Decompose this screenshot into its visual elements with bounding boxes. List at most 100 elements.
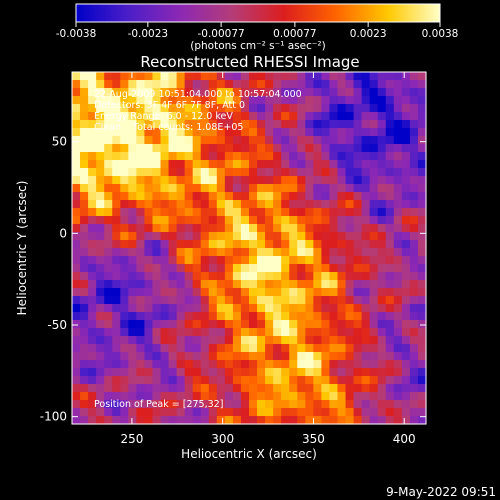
heatmap-cell <box>112 280 121 289</box>
heatmap-cell <box>136 72 146 81</box>
colorbar-tick-label: -0.0023 <box>128 28 169 40</box>
heatmap-cell <box>265 232 274 241</box>
heatmap-cell <box>208 160 218 169</box>
heatmap-cell <box>337 296 347 305</box>
heatmap-cell <box>88 312 97 321</box>
heatmap-cell <box>321 232 331 241</box>
heatmap-cell <box>313 272 323 281</box>
heatmap-cell <box>104 344 113 353</box>
heatmap-cell <box>305 400 314 409</box>
heatmap-cell <box>409 248 419 257</box>
heatmap-cell <box>88 400 97 409</box>
heatmap-cell <box>305 192 314 201</box>
heatmap-cell <box>265 88 274 97</box>
heatmap-cell <box>385 160 395 169</box>
heatmap-cell <box>240 112 250 121</box>
heatmap-cell <box>273 88 282 97</box>
heatmap-cell <box>369 144 379 153</box>
heatmap-cell <box>321 384 331 393</box>
heatmap-cell <box>321 392 331 401</box>
heatmap-cell <box>160 232 170 241</box>
heatmap-cell <box>144 160 154 169</box>
heatmap-cell <box>265 304 274 313</box>
heatmap-cell <box>377 104 387 113</box>
heatmap-cell <box>216 128 226 137</box>
heatmap-cell <box>200 272 210 281</box>
heatmap-cell <box>361 160 371 169</box>
heatmap-cell <box>144 176 154 185</box>
heatmap-cell <box>345 240 355 249</box>
heatmap-cell <box>345 192 355 201</box>
heatmap-cell <box>120 184 129 193</box>
heatmap-cell <box>72 120 81 129</box>
heatmap-cell <box>112 224 121 233</box>
heatmap-cell <box>409 72 419 81</box>
heatmap-cell <box>257 80 266 89</box>
heatmap-cell <box>208 336 218 345</box>
heatmap-cell <box>369 208 379 217</box>
heatmap-cell <box>104 136 113 145</box>
heatmap-cell <box>200 248 210 257</box>
heatmap-cell <box>257 272 266 281</box>
heatmap-cell <box>257 408 266 417</box>
heatmap-cell <box>208 368 218 377</box>
heatmap-cell <box>240 304 250 313</box>
heatmap-cell <box>216 200 226 209</box>
heatmap-cell <box>393 264 403 273</box>
heatmap-cell <box>361 176 371 185</box>
heatmap-cell <box>152 176 162 185</box>
heatmap-cell <box>385 184 395 193</box>
heatmap-cell <box>96 112 105 121</box>
heatmap-cell <box>353 264 363 273</box>
heatmap-cell <box>176 184 186 193</box>
heatmap-cell <box>136 384 146 393</box>
heatmap-cell <box>305 128 314 137</box>
heatmap-cell <box>72 112 81 121</box>
heatmap-cell <box>361 336 371 345</box>
heatmap-cell <box>208 400 218 409</box>
heatmap-cell <box>128 312 137 321</box>
heatmap-cell <box>200 184 210 193</box>
heatmap-cell <box>345 208 355 217</box>
heatmap-cell <box>329 408 339 417</box>
heatmap-cell <box>224 336 234 345</box>
heatmap-cell <box>240 384 250 393</box>
heatmap-cell <box>273 336 282 345</box>
heatmap-cell <box>184 184 194 193</box>
heatmap-cell <box>409 240 419 249</box>
heatmap-cell <box>96 72 105 81</box>
heatmap-cell <box>160 72 170 81</box>
heatmap-cell <box>257 336 266 345</box>
heatmap-cell <box>393 144 403 153</box>
heatmap-cell <box>249 200 258 209</box>
heatmap-cell <box>401 120 411 129</box>
heatmap-cell <box>168 184 178 193</box>
heatmap-cell <box>80 88 89 97</box>
heatmap-cell <box>297 264 306 273</box>
heatmap-cell <box>160 168 170 177</box>
heatmap-cell <box>216 328 226 337</box>
heatmap-cell <box>305 392 314 401</box>
heatmap-cell <box>329 296 339 305</box>
heatmap-cell <box>249 240 258 249</box>
heatmap-cell <box>120 208 129 217</box>
heatmap-cell <box>417 280 427 289</box>
heatmap-cell <box>104 256 113 265</box>
heatmap-cell <box>72 264 81 273</box>
heatmap-cell <box>192 304 202 313</box>
heatmap-cell <box>401 88 411 97</box>
heatmap-cell <box>281 136 290 145</box>
heatmap-cell <box>120 344 129 353</box>
heatmap-cell <box>393 80 403 89</box>
heatmap-cell <box>297 224 306 233</box>
heatmap-cell <box>369 120 379 129</box>
heatmap-cell <box>176 200 186 209</box>
heatmap-cell <box>345 200 355 209</box>
heatmap-cell <box>88 296 97 305</box>
heatmap-cell <box>249 384 258 393</box>
heatmap-cell <box>128 336 137 345</box>
heatmap-cell <box>160 400 170 409</box>
heatmap-cell <box>321 336 331 345</box>
heatmap-cell <box>329 136 339 145</box>
heatmap-cell <box>200 152 210 161</box>
